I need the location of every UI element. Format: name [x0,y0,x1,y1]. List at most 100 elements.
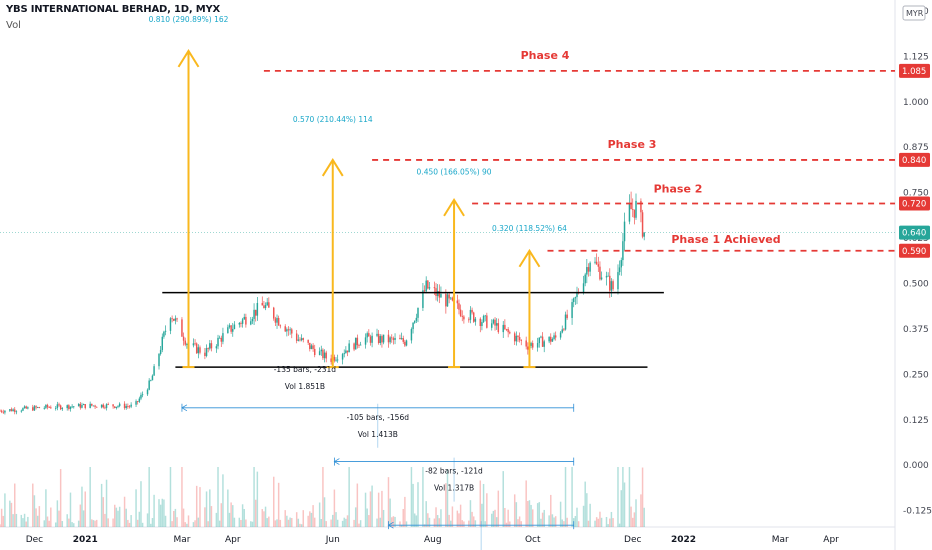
volume-bar [217,467,219,527]
volume-bar [69,492,72,527]
volume-bar [446,469,449,527]
volume-bar [600,517,603,527]
volume-bar [404,496,406,527]
candle-body [25,406,27,409]
candle-body [56,404,59,409]
candle-body [105,404,108,409]
candle-body [264,305,267,309]
candle-body [254,309,257,316]
candle-body [286,329,288,332]
volume-bar [389,498,391,527]
phase-label: Phase 1 Achieved [671,233,780,246]
candle-body [12,409,14,412]
x-tick-label: Apr [823,535,839,545]
volume-bar [423,524,426,527]
volume-bar [517,519,519,527]
target-arrow-label: 0.450 (166.05%) 90 [417,167,492,176]
candle-body [628,203,631,222]
volume-bar [89,467,91,527]
candle-body [389,337,391,343]
volume-bar [159,504,162,527]
volume-bar [73,523,75,527]
volume-bar [0,508,3,527]
candle-body [251,318,254,322]
candle-body [222,333,224,342]
candle-body [232,329,234,332]
candle-body [318,351,321,356]
volume-bar [38,506,41,527]
candle-body [541,336,544,347]
volume-bar [146,513,149,527]
candle-body [310,345,313,350]
volume-bar [527,500,529,527]
candle-body [631,209,634,210]
x-tick-label: 2022 [671,535,696,545]
volume-bar [136,519,139,527]
candle-body [405,340,408,346]
candle-body [169,318,172,331]
volume-bar [507,509,509,527]
candle-body [118,403,121,407]
candle-body [112,404,114,407]
volume-bar [95,519,98,527]
volume-bar [461,520,463,527]
volume-bar [284,510,286,527]
candle-body [563,329,565,331]
candle-body [266,302,268,306]
volume-bar [540,518,542,527]
volume-bar [253,467,255,527]
y-tick-label: 0.250 [903,370,929,380]
candle-body [433,287,436,289]
volume-bar [130,515,132,527]
candle-body [0,410,3,412]
volume-bar [428,517,431,527]
volume-bar [82,510,85,527]
x-tick-label: Oct [525,535,541,545]
candle-body [345,350,347,354]
candle-body [481,322,483,327]
volume-bar [138,511,141,527]
candle-body [158,353,160,367]
candle-body [107,404,109,405]
candle-body [417,307,419,318]
volume-bar [323,497,326,527]
volume-bar [32,483,34,527]
y-tick-label: 1.000 [903,98,929,108]
candle-body [205,348,208,356]
volume-bar [571,467,573,527]
candle-body [46,404,49,408]
candle-body [302,338,304,340]
volume-bar [240,519,242,527]
candle-body [543,341,545,347]
x-tick-label: Apr [225,535,241,545]
candle-body [209,343,211,349]
volume-bar [497,490,500,527]
candle-body [586,267,588,275]
volume-bar [346,515,349,527]
volume-bar [192,522,195,527]
volume-bar [612,518,614,527]
volume-bar [163,499,165,527]
candle-body [630,203,632,210]
candle-body [571,302,573,318]
candle-body [323,352,326,359]
volume-bar [402,508,404,527]
candle-body [241,319,244,324]
candle-body [538,337,541,344]
volume-bar [336,519,339,527]
candle-body [238,322,241,325]
volume-bar [207,521,209,527]
volume-bar [197,517,200,527]
volume-bar [641,467,644,527]
volume-bar [492,510,495,527]
candle-body [66,405,68,409]
date-range-volume-label: Vol 1.317B [434,484,474,493]
volume-bar [513,494,516,527]
price-axis-label [899,225,930,240]
volume-bar [364,492,367,527]
candle-body [192,343,195,346]
candle-body [218,337,221,339]
candle-body [504,324,506,330]
candle-body [228,325,231,328]
